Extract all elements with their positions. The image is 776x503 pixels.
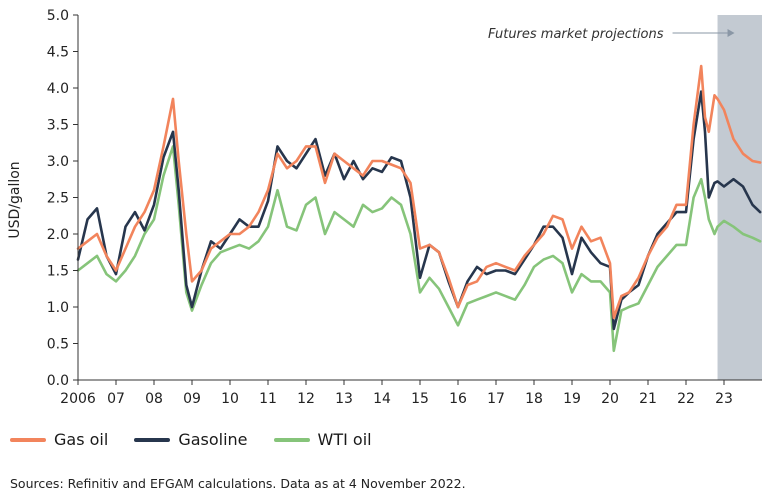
projection-label: Futures market projections xyxy=(488,27,664,42)
x-tick-label: 20 xyxy=(601,391,619,407)
x-tick-label: 19 xyxy=(563,391,581,407)
x-tick-label: 10 xyxy=(221,391,239,407)
projection-arrow-head xyxy=(727,29,735,37)
y-tick-label: 2.0 xyxy=(47,227,69,243)
x-tick-label: 08 xyxy=(145,391,163,407)
legend-swatch-gasoline xyxy=(134,437,171,442)
y-tick-label: 4.0 xyxy=(47,81,69,97)
y-tick-label: 5.0 xyxy=(47,8,69,24)
x-tick-label: 11 xyxy=(259,391,277,407)
legend-item-wti-oil: WTI oil xyxy=(273,430,372,449)
legend-item-gasoline: Gasoline xyxy=(134,430,248,449)
x-tick-label: 22 xyxy=(677,391,695,407)
x-tick-label: 14 xyxy=(373,391,391,407)
x-tick-label: 16 xyxy=(449,391,467,407)
legend-swatch-wti-oil xyxy=(273,437,310,442)
y-tick-label: 0.5 xyxy=(47,337,69,353)
legend-label-gas-oil: Gas oil xyxy=(54,430,109,449)
x-tick-label: 12 xyxy=(297,391,315,407)
x-tick-label: 13 xyxy=(335,391,353,407)
line-chart: Futures market projections 0.0 0.5 1.0 1.5 2… xyxy=(7,8,762,407)
y-axis-title: USD/gallon xyxy=(7,161,23,238)
x-tick-label: 23 xyxy=(715,391,733,407)
projection-band xyxy=(717,15,762,380)
x-tick-label: 17 xyxy=(487,391,505,407)
y-tick-label: 4.5 xyxy=(47,45,69,61)
x-tick-label: 09 xyxy=(183,391,201,407)
x-tick-label: 07 xyxy=(107,391,125,407)
legend: Gas oil Gasoline WTI oil xyxy=(10,430,398,449)
source-note: Sources: Refinitiv and EFGAM calculation… xyxy=(10,476,466,491)
legend-label-gasoline: Gasoline xyxy=(178,430,248,449)
series-line-gas-oil xyxy=(76,64,762,320)
x-tick-label: 21 xyxy=(639,391,657,407)
y-tick-label: 2.5 xyxy=(47,191,69,207)
x-tick-label: 18 xyxy=(525,391,543,407)
legend-item-gas-oil: Gas oil xyxy=(10,430,108,449)
x-tick-label: 2006 xyxy=(60,391,96,407)
legend-label-wti-oil: WTI oil xyxy=(317,430,372,449)
y-tick-label: 1.0 xyxy=(47,300,69,316)
y-tick-label: 0.0 xyxy=(47,373,69,389)
x-tick-label: 15 xyxy=(411,391,429,407)
y-tick-label: 3.0 xyxy=(47,154,69,170)
y-tick-label: 1.5 xyxy=(47,264,69,280)
series-line-gasoline xyxy=(76,90,762,331)
legend-swatch-gas-oil xyxy=(10,437,46,442)
y-tick-label: 3.5 xyxy=(47,118,69,134)
